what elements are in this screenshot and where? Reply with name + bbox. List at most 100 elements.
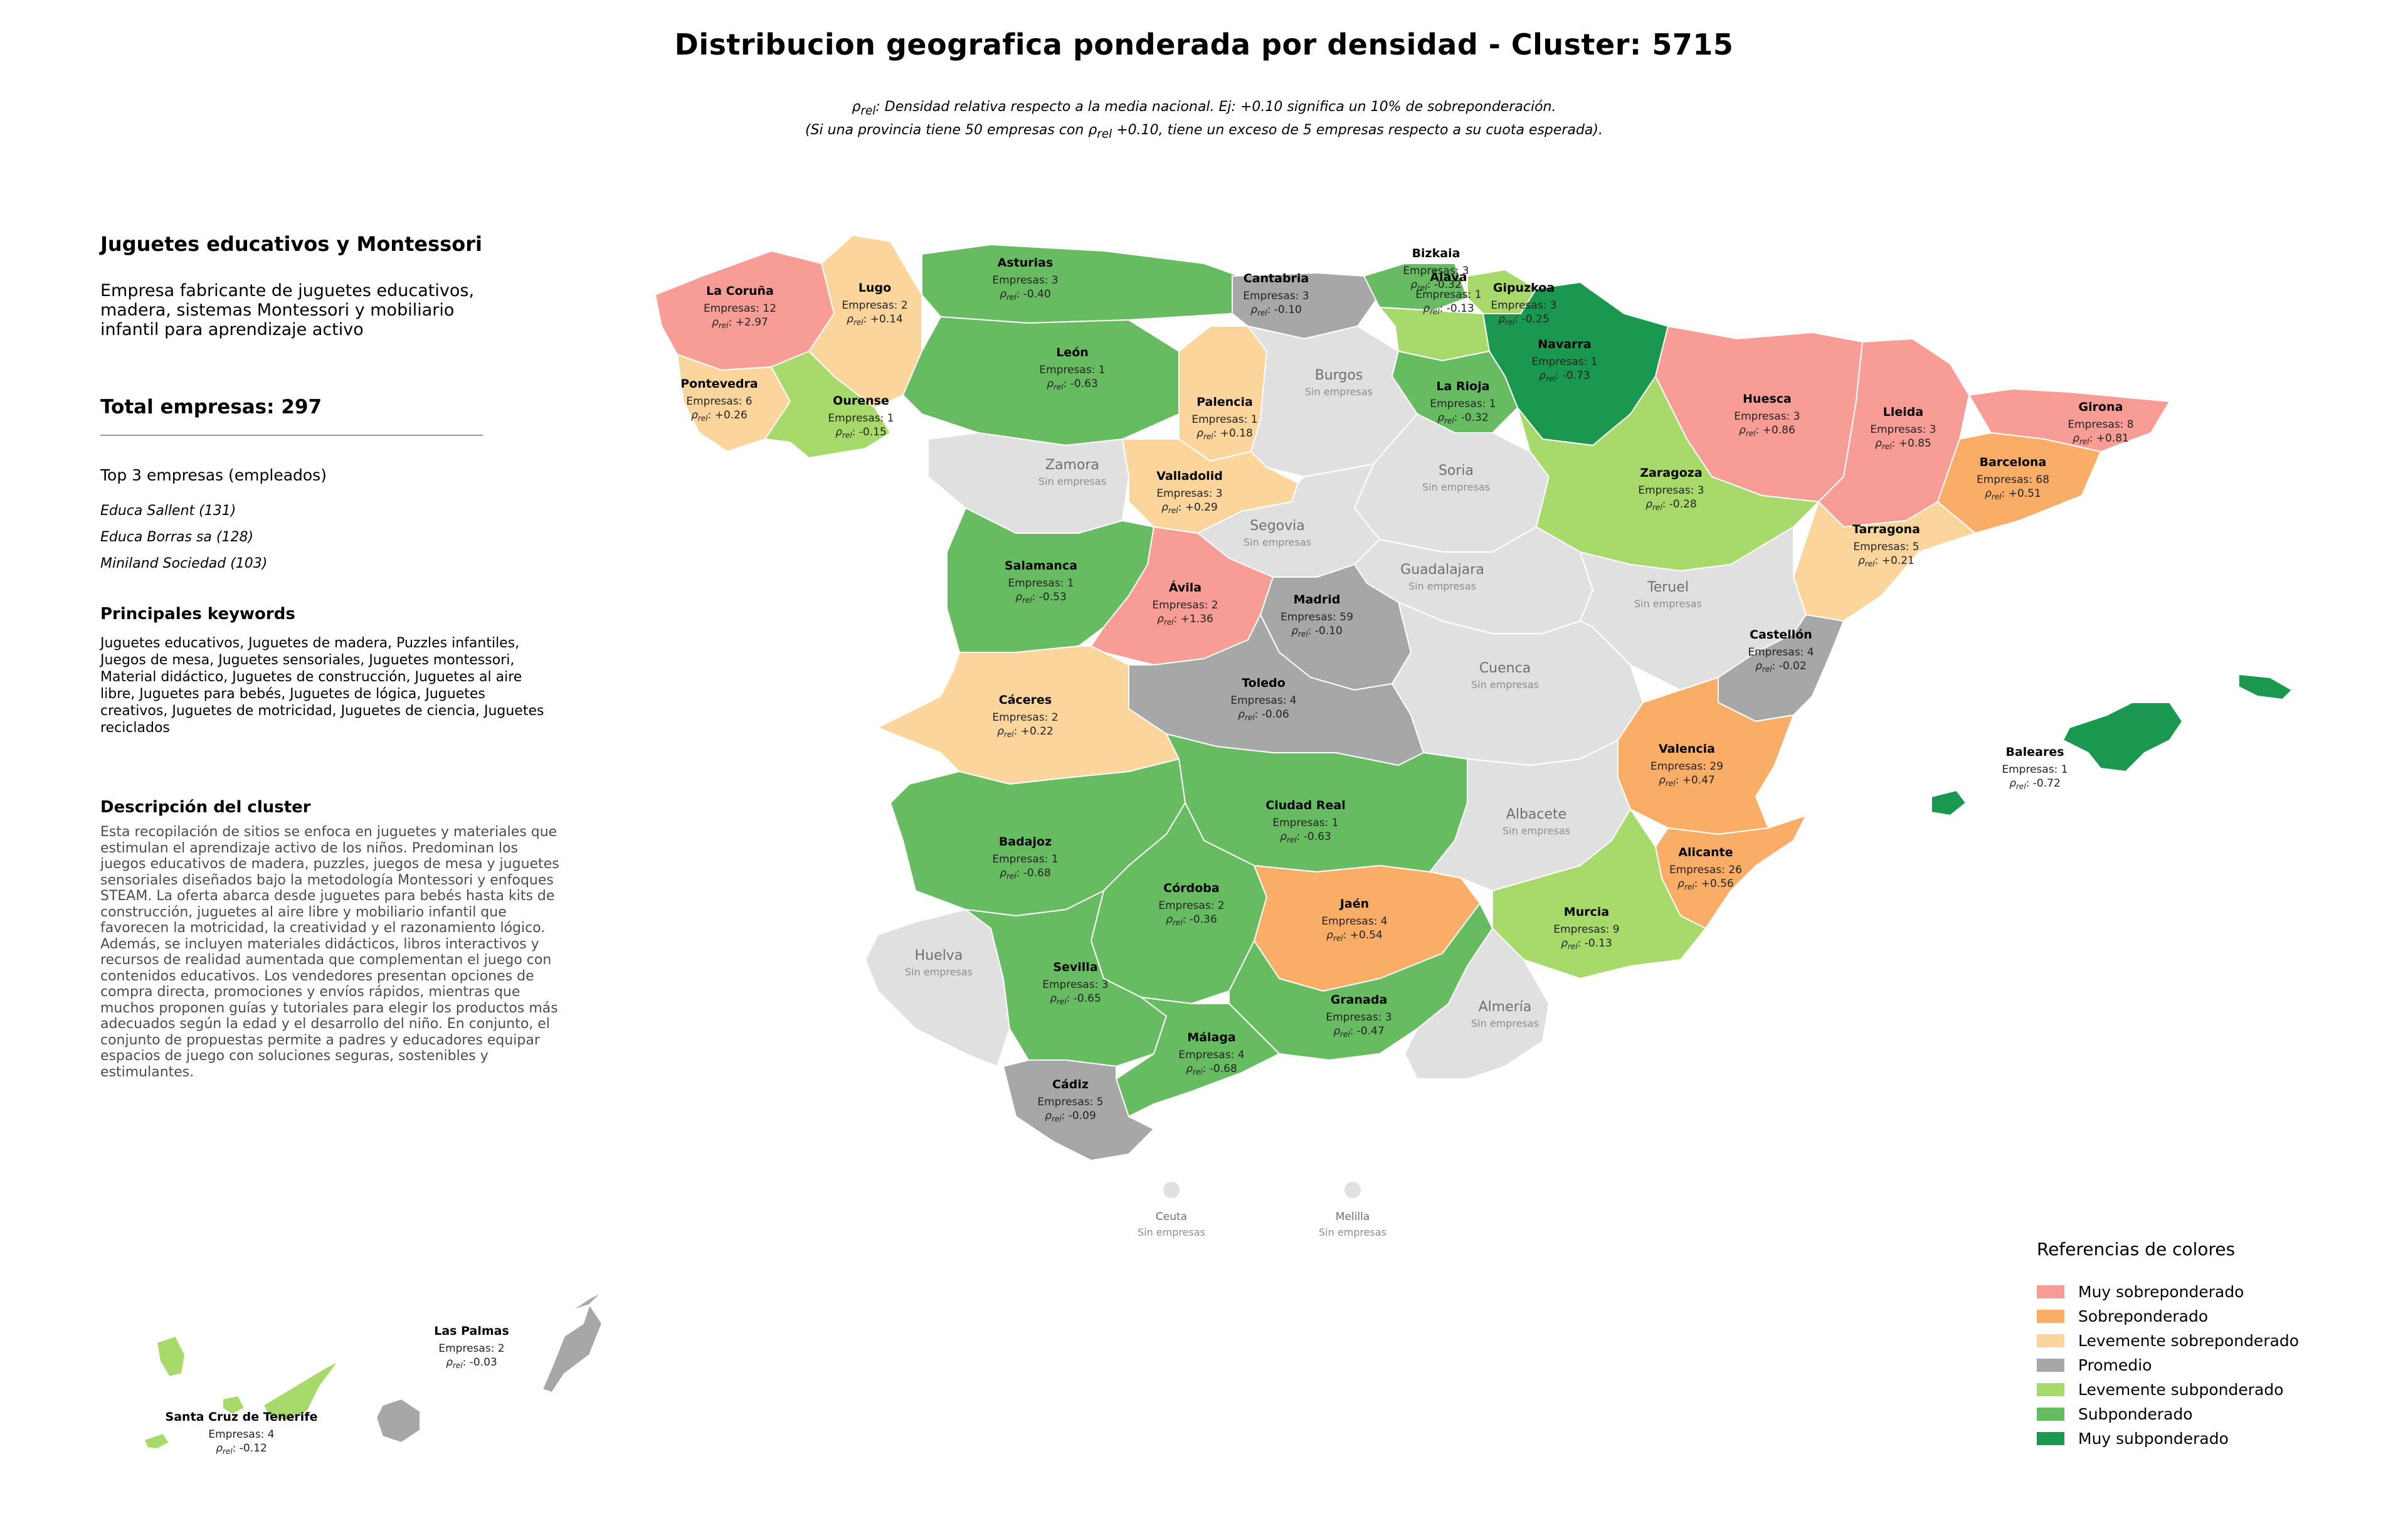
relative-density: ρrel: -0.68: [1186, 1063, 1237, 1076]
province-name: Murcia: [1564, 905, 1609, 919]
relative-density: ρrel: -0.15: [835, 426, 887, 440]
rho-symbol: ρ: [1186, 1063, 1193, 1075]
company-count: Empresas: 2: [1158, 899, 1224, 912]
rho-subscript: rel: [1203, 432, 1213, 441]
rho-subscript: rel: [1022, 596, 1032, 605]
province-ourense: [764, 350, 892, 459]
rho-value: : +0.85: [1892, 437, 1931, 450]
province-label-zamora: Zamora Sin empresas: [1038, 457, 1106, 487]
relative-density: ρrel: -0.68: [1000, 867, 1051, 881]
relative-density: ρrel: +0.22: [997, 725, 1054, 739]
relative-density: ρrel: -0.03: [446, 1356, 497, 1370]
company-count: Empresas: 1: [1191, 413, 1257, 426]
legend-item: Levemente subponderado: [2037, 1377, 2388, 1402]
rho-value: : -0.63: [1064, 378, 1098, 390]
company-count: Empresas: 4: [1321, 915, 1387, 928]
rho-symbol: ρ: [1858, 554, 1865, 567]
rho-symbol: ρ: [1677, 878, 1684, 890]
relative-density: ρrel: -0.13: [1423, 302, 1474, 316]
company-count: Empresas: 3: [1734, 410, 1800, 423]
rho-value: : -0.73: [1556, 369, 1590, 382]
no-companies-text: Sin empresas: [1502, 825, 1570, 837]
legend-label: Muy subponderado: [2078, 1430, 2229, 1448]
relative-density: ρrel: +2.97: [712, 316, 768, 330]
company-count: Empresas: 12: [704, 302, 776, 315]
rho-value: : +0.51: [2002, 487, 2041, 500]
rho-subscript: rel: [1430, 307, 1440, 316]
keywords-text: Juguetes educativos, Juguetes de madera,…: [100, 635, 544, 736]
province-label-albacete: Albacete Sin empresas: [1502, 807, 1570, 837]
rho-value: : -0.13: [1578, 937, 1612, 950]
province-name: Ciudad Real: [1265, 798, 1345, 812]
density-note: ρrel: Densidad relativa respecto a la me…: [0, 97, 2408, 144]
legend-swatch: [2037, 1432, 2064, 1445]
company-count: Empresas: 1: [1008, 577, 1074, 590]
rho-symbol: ρ: [1985, 487, 1992, 500]
province-name: Girona: [2079, 400, 2123, 414]
rho-value: : +2.97: [729, 316, 768, 329]
rho-value: : +0.86: [1756, 424, 1795, 437]
rho-subscript: rel: [453, 1361, 463, 1370]
company-count: Empresas: 2: [842, 299, 907, 312]
province-santa-cruz-de-tenerife-island: [156, 1335, 186, 1378]
legend-label: Sobreponderado: [2078, 1307, 2209, 1325]
rho-value: : -0.32: [1427, 279, 1462, 291]
rho-value: : -0.06: [1255, 708, 1289, 721]
province-name: Gipuzkoa: [1493, 281, 1555, 295]
divider: [100, 435, 483, 436]
province-name: Valencia: [1659, 742, 1715, 756]
province-label-burgos: Burgos Sin empresas: [1305, 368, 1373, 398]
province-name: Palencia: [1196, 395, 1253, 409]
relative-density: ρrel: +0.56: [1677, 878, 1734, 891]
description-heading: Descripción del cluster: [100, 798, 311, 817]
province-name: Burgos: [1315, 368, 1363, 383]
rho-subscript: rel: [1193, 1068, 1203, 1076]
no-companies-text: Sin empresas: [1422, 481, 1490, 493]
province-label-alicante: Alicante Empresas: 26 ρrel: +0.56: [1669, 846, 1742, 891]
rho-subscript: rel: [1052, 1115, 1062, 1123]
province-label-segovia: Segovia Sin empresas: [1244, 518, 1311, 548]
company-count: Empresas: 3: [1326, 1011, 1391, 1024]
rho-value: : +0.56: [1694, 878, 1734, 890]
province-label-leon: León Empresas: 1 ρrel: -0.63: [1039, 346, 1105, 391]
province-name: Pontevedra: [680, 377, 758, 391]
legend-label: Promedio: [2078, 1356, 2152, 1374]
rho-symbol: ρ: [1659, 774, 1666, 787]
rho-symbol: ρ: [1645, 498, 1652, 511]
rho-subscript: rel: [1340, 1030, 1350, 1039]
province-zaragoza: [1517, 375, 1820, 572]
rho-value: : -0.03: [463, 1356, 497, 1369]
company-count: Empresas: 8: [2067, 418, 2133, 431]
company-count: Empresas: 3: [1638, 484, 1704, 497]
company-count: Empresas: 3: [1491, 299, 1556, 312]
province-name: La Rioja: [1436, 379, 1489, 393]
no-companies-text: Sin empresas: [1038, 475, 1106, 487]
no-companies-text: Sin empresas: [1138, 1226, 1205, 1238]
rho-value: : -0.68: [1017, 867, 1051, 879]
legend-swatch: [2037, 1334, 2064, 1347]
relative-density: ρrel: -0.10: [1291, 625, 1343, 639]
province-melilla: [1344, 1182, 1361, 1198]
province-murcia: [1492, 808, 1707, 980]
rho-subscript: rel: [1568, 942, 1578, 951]
company-count: Empresas: 4: [1748, 646, 1814, 659]
province-name: Córdoba: [1163, 881, 1219, 895]
relative-density: ρrel: -0.25: [1498, 313, 1550, 327]
total-companies: Total empresas: 297: [100, 396, 322, 418]
province-name: La Coruña: [706, 284, 774, 298]
no-companies-text: Sin empresas: [905, 966, 973, 978]
rho-symbol: ρ: [1561, 937, 1568, 950]
